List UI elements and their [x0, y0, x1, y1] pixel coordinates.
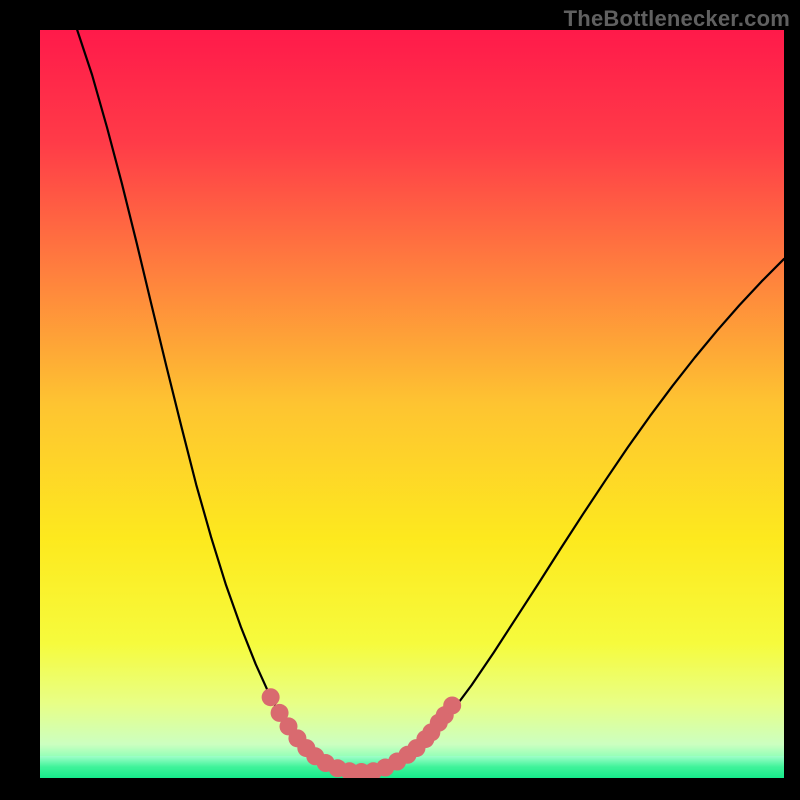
attribution-label: TheBottlenecker.com — [564, 6, 790, 32]
curve-overlay — [40, 30, 784, 778]
marker-group — [262, 688, 462, 778]
bottleneck-curve — [77, 30, 784, 774]
plot-area — [40, 30, 784, 778]
curve-marker — [443, 696, 461, 714]
chart-canvas: TheBottlenecker.com — [0, 0, 800, 800]
curve-marker — [262, 688, 280, 706]
